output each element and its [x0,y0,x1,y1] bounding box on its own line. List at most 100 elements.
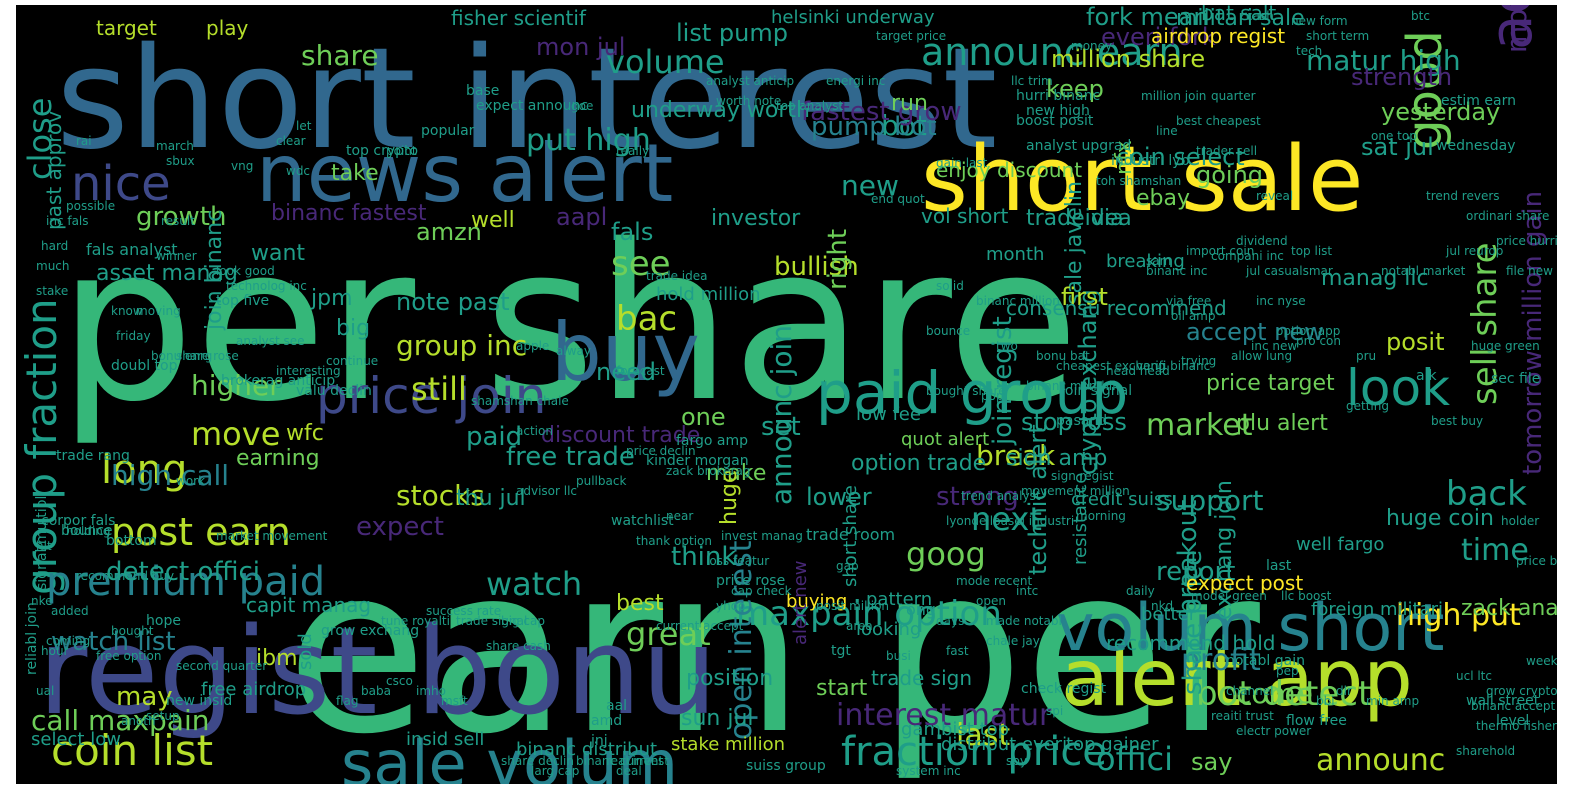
word-system-inc: system inc [896,764,961,778]
word-announc: announc [1316,743,1445,778]
word-offici: offici [1096,740,1173,778]
word-check-regist: check regist [1021,681,1107,697]
word-inc-fals: inc fals [46,214,89,228]
word-price-target: price target [1206,371,1335,396]
word-option-app: option app [1276,324,1340,338]
word-asset-manag: asset manag [96,261,238,286]
word-free-trade: free trade [506,442,635,472]
word-forecast: forecast [616,364,665,378]
word-goe: goe [571,99,593,113]
word-short-term: short term [1306,29,1369,43]
word-still: still [411,370,467,408]
word-best-buy: best buy [1431,414,1483,428]
word-notabl-market: notabl market [1381,264,1466,278]
word-work: work [176,474,205,488]
word-via-free: via free [1166,294,1211,308]
word-nfx: nfx [1112,140,1137,175]
word-best: best [616,591,664,616]
word-announc-earn: announc earn [921,30,1183,74]
word-amd: amd [591,713,622,729]
word-wall-street: wall street [1466,693,1540,709]
word-gambist-top: gambist top [901,719,1009,740]
word-watch: watch [486,565,582,603]
word-put-high: put high [526,123,651,158]
word-trade-room: trade room [806,525,895,544]
word-coming: coming [46,634,90,648]
word-share-price: share price [1178,550,1208,695]
word-spy: spy [1006,754,1027,768]
word-position: position [686,666,773,691]
word-movement-million: movement million [1021,484,1130,498]
word-note-past: note past [396,288,510,316]
word-days: days [936,614,964,628]
word-base: base [466,83,499,99]
word-ucl-ltc: ucl ltc [1456,669,1492,683]
word-ual: ual [36,684,54,698]
word-bullish: bullish [774,252,859,282]
word-alert-new: alert new [790,561,811,646]
word-inc-new: inc new [1251,339,1297,353]
word-line: line [1156,124,1178,138]
word-success-rate: success rate [426,604,501,618]
word-may: may [116,682,173,712]
word-area: area [846,619,873,633]
word-nice: nice [71,156,171,212]
word-high-call: high call [111,459,229,492]
word-result: result [161,214,195,228]
word-huge-coin: huge coin [1386,506,1494,531]
word-posit-million: posit million [816,599,889,613]
word-long: long [101,447,187,493]
word-short-interest: short interest [56,18,997,181]
word-share: share [301,39,379,72]
word-posit: posit [1386,328,1445,356]
word-recommend-buy: recommend buy [76,569,174,583]
word-import-coin: import coin [1186,244,1254,258]
word-intc: intc [1016,584,1038,598]
word-fast: fast [946,644,969,658]
word-suiss-group: suiss group [746,758,826,774]
word-plu-alert: plu alert [1236,411,1328,436]
word-interesting: interesting [276,364,341,378]
word-consensu-recommend: consensu recommend [1006,296,1227,320]
word-support: support [1156,484,1264,517]
word-llc-trim: llc trim [1011,74,1053,88]
word-action: action [516,424,553,438]
word-low-fee: low fee [856,404,921,425]
word-trade-signal: trade signal [456,614,527,628]
word-paid-group: paid group [816,359,1128,427]
word-hurri-binanc: hurri binanc [1016,88,1100,104]
word-near: near [666,509,693,523]
word-group-fraction: group fraction [17,298,66,595]
word-sun-jul: sun jul [681,706,754,731]
word-holding: holding [66,524,110,538]
word-strong: strong [936,482,1019,512]
word-mode-recent: mode recent [956,574,1032,588]
word-investor: investor [711,206,801,231]
word-channel: channel [1226,684,1273,698]
word-expect-announc: expect announc [476,98,588,114]
word-bounce: bounce [61,523,113,539]
word-looking: looking [856,619,921,640]
word-doubl-top: doubl top [111,358,178,374]
word-dividend: dividend [1236,234,1288,248]
word-deal: deal [616,764,642,778]
word-bonu-bat: bonu bat [1036,349,1090,363]
word-bot-detect: bot detect [1196,674,1371,714]
word-solid: solid [936,279,964,293]
word-join-binanc: join binanc [202,210,227,331]
word-trend-analyst: trend analyst [961,489,1041,503]
word-free-airdrop: free airdrop [201,679,306,700]
word-volume: volume [606,43,725,81]
word-kinder-morgan: kinder morgan [646,453,749,469]
word-free-option: free option [96,649,161,663]
word-made-notabl: made notabl [986,614,1062,628]
word-invest-manag: invest manag [721,529,803,543]
word-hold-million: hold million [656,284,761,305]
word-say: say [1191,748,1232,776]
word-sold: sold [295,633,316,670]
word-bonu-enrg: bonu enrg [151,349,212,363]
word-setup: setup [146,709,180,723]
word-grow-exchang: grow exchang [321,623,419,639]
word-new: new [841,169,899,202]
word-wfc: wfc [286,421,324,446]
